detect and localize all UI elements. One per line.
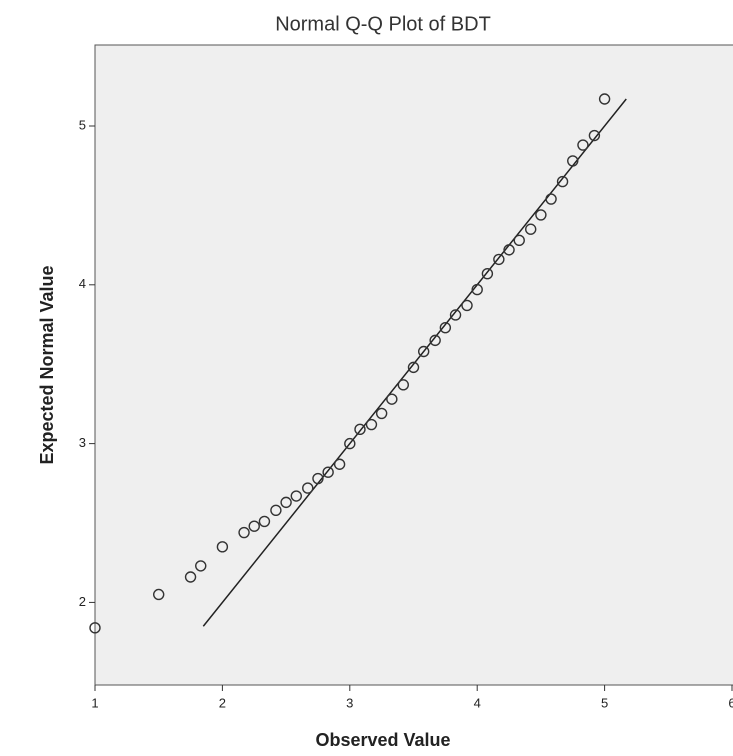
data-point: [556, 175, 569, 188]
data-point: [238, 526, 250, 539]
data-point: [407, 361, 420, 374]
data-point: [598, 93, 611, 105]
data-point: [344, 437, 356, 450]
data-point: [417, 345, 430, 358]
data-point: [567, 155, 579, 167]
x-tick-label: 3: [346, 695, 353, 710]
data-point: [248, 520, 260, 532]
data-point: [258, 515, 271, 528]
data-point: [89, 622, 101, 634]
data-point: [535, 209, 547, 221]
data-point: [513, 234, 525, 247]
data-point: [503, 244, 515, 256]
x-tick-label: 2: [219, 695, 226, 710]
data-point: [493, 253, 505, 266]
data-point: [439, 321, 452, 334]
chart-title: Normal Q-Q Plot of BDT: [275, 13, 491, 35]
data-point: [365, 418, 378, 431]
data-point: [588, 129, 601, 142]
data-point: [577, 139, 589, 151]
y-axis-label: Expected Normal Value: [37, 265, 57, 464]
x-tick-label: 1: [91, 695, 98, 710]
x-tick-label: 4: [474, 695, 481, 710]
data-point: [545, 193, 557, 205]
y-tick-label: 3: [79, 435, 86, 450]
x-axis-label: Observed Value: [315, 730, 450, 750]
data-point: [152, 588, 165, 601]
data-point: [449, 309, 462, 321]
data-point: [290, 490, 302, 502]
data-point: [302, 482, 314, 494]
y-tick-label: 4: [79, 276, 86, 291]
x-tick-label: 6: [728, 695, 733, 710]
data-point: [397, 379, 410, 391]
y-tick-label: 5: [79, 117, 86, 132]
data-point: [481, 267, 494, 280]
data-point: [525, 223, 537, 235]
data-point: [333, 458, 346, 470]
data-point: [280, 496, 292, 509]
data-point: [270, 504, 282, 517]
plot-area: [94, 44, 733, 686]
y-tick-label: 2: [79, 594, 86, 609]
data-point: [216, 541, 229, 553]
data-point: [184, 571, 197, 583]
data-point: [386, 393, 398, 405]
data-point: [354, 423, 366, 436]
data-point: [471, 283, 483, 296]
x-tick-label: 5: [601, 695, 608, 710]
data-point: [461, 299, 473, 312]
data-point: [322, 466, 334, 478]
data-point: [375, 407, 388, 420]
data-point: [312, 472, 324, 485]
data-point: [429, 334, 441, 347]
data-point: [195, 560, 207, 572]
